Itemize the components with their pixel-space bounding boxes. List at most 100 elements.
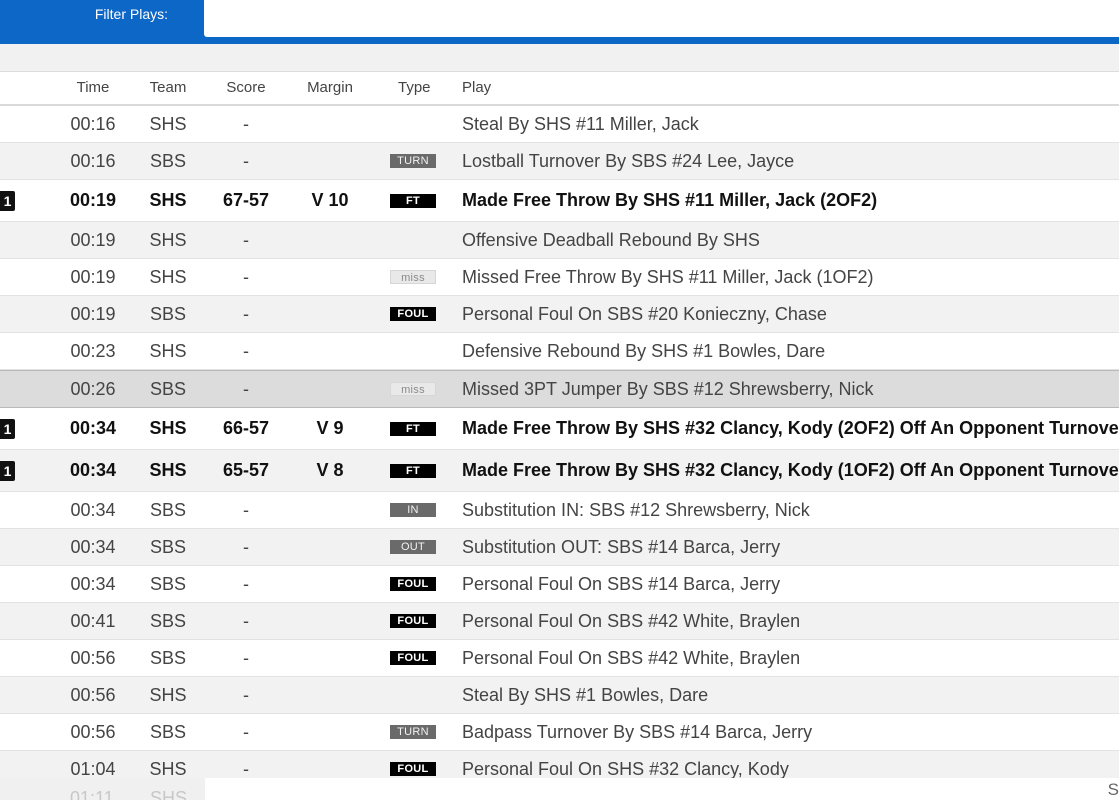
row-play: Defensive Rebound By SHS #1 Bowles, Dare xyxy=(462,341,826,361)
row-score: - xyxy=(243,500,249,520)
row-score: - xyxy=(243,537,249,557)
table-row[interactable]: 00:56 SBS - TURN Badpass Turnover By SBS #14… xyxy=(0,714,1119,751)
table-row[interactable]: 00:34 SBS - FOUL Personal Foul On SBS #14 Ba… xyxy=(0,566,1119,603)
header-margin[interactable]: Margin xyxy=(307,79,353,96)
row-play: Made Free Throw By SHS #32 Clancy, Kody … xyxy=(462,460,1119,480)
row-team: SHS xyxy=(149,341,187,361)
row-score: - xyxy=(243,722,249,742)
row-team: SBS xyxy=(149,304,187,324)
row-time: 00:34 xyxy=(70,537,116,557)
row-time: 00:56 xyxy=(70,722,116,742)
table-row[interactable]: 00:23 SHS - Defensive Rebound By SHS #1 Bow… xyxy=(0,333,1119,370)
table-row[interactable]: 00:34 SBS - OUT Substitution OUT: SBS #14 Ba… xyxy=(0,529,1119,566)
table-row[interactable]: 00:41 SBS - FOUL Personal Foul On SBS #42 Wh… xyxy=(0,603,1119,640)
row-time: 00:56 xyxy=(70,648,116,668)
row-team: SBS xyxy=(149,611,187,631)
row-team: SBS xyxy=(149,537,187,557)
row-play: Substitution OUT: SBS #14 Barca, Jerry xyxy=(462,537,781,557)
type-badge: FT xyxy=(390,421,436,436)
row-play: Offensive Deadball Rebound By SHS xyxy=(462,230,760,250)
type-badge: FOUL xyxy=(390,577,436,591)
row-play: Personal Foul On SBS #14 Barca, Jerry xyxy=(462,574,781,594)
type-badge: miss xyxy=(390,382,436,396)
table-row[interactable]: 00:56 SHS - Steal By SHS #1 Bowles, Dare xyxy=(0,677,1119,714)
row-margin: V 8 xyxy=(316,460,344,480)
row-team: SBS xyxy=(149,648,187,668)
table-row[interactable]: 1 00:34 SHS 65-57 V 8 FT Made Free Throw By SH… xyxy=(0,450,1119,492)
row-score: 67-57 xyxy=(222,190,270,210)
row-team: SHS xyxy=(149,460,187,480)
quarter-badge: 1 xyxy=(0,418,15,439)
header-time[interactable]: Time xyxy=(76,79,110,96)
table-row[interactable]: 00:19 SHS - Offensive Deadball Rebound By S… xyxy=(0,222,1119,259)
row-play: Badpass Turnover By SBS #14 Barca, Jerry xyxy=(462,722,813,742)
row-score: - xyxy=(243,379,249,399)
row-time: 00:34 xyxy=(69,418,117,438)
row-play: Made Free Throw By SHS #32 Clancy, Kody … xyxy=(462,418,1119,438)
header-team[interactable]: Team xyxy=(149,79,187,96)
table-row[interactable]: 1 00:34 SHS 66-57 V 9 FT Made Free Throw By SH… xyxy=(0,408,1119,450)
row-time: 00:19 xyxy=(70,267,116,287)
row-team: SBS xyxy=(149,379,187,399)
table-row[interactable]: 00:26 SBS - miss Missed 3PT Jumper By SBS #1… xyxy=(0,370,1119,408)
row-team: SBS xyxy=(149,722,187,742)
row-score: - xyxy=(243,304,249,324)
row-score: - xyxy=(243,267,249,287)
header-play[interactable]: Play xyxy=(462,79,492,96)
row-score: - xyxy=(243,341,249,361)
row-time: 00:34 xyxy=(70,500,116,520)
row-play: Lostball Turnover By SBS #24 Lee, Jayce xyxy=(462,151,795,171)
play-by-play-table: Time Team Score Margin Type Play 00:16 SH… xyxy=(0,72,1119,788)
table-row[interactable]: 00:34 SBS - IN Substitution IN: SBS #12 Shre… xyxy=(0,492,1119,529)
partial-row: 01:11 SHS xyxy=(0,778,205,800)
row-play: Steal By SHS #1 Bowles, Dare xyxy=(462,685,709,705)
toolbar-band xyxy=(0,44,1119,72)
row-play: Personal Foul On SHS #32 Clancy, Kody xyxy=(462,759,789,779)
quarter-badge: 1 xyxy=(0,460,15,481)
row-time: 00:34 xyxy=(70,574,116,594)
type-badge: IN xyxy=(390,503,436,517)
type-badge: FOUL xyxy=(390,307,436,321)
row-score: 65-57 xyxy=(222,460,270,480)
filter-plays-input[interactable] xyxy=(204,0,1119,37)
row-time: 00:23 xyxy=(70,341,116,361)
row-play: Steal By SHS #11 Miller, Jack xyxy=(462,114,699,134)
row-team: SHS xyxy=(149,267,187,287)
row-score: - xyxy=(243,114,249,134)
row-play: Made Free Throw By SHS #11 Miller, Jack … xyxy=(462,190,878,210)
row-team: SBS xyxy=(149,151,187,171)
row-time: 00:19 xyxy=(70,304,116,324)
table-row[interactable]: 1 00:19 SHS 67-57 V 10 FT Made Free Throw By S… xyxy=(0,180,1119,222)
filter-plays-label: Filter Plays: xyxy=(94,6,168,22)
table-row[interactable]: 00:19 SBS - FOUL Personal Foul On SBS #20 Ko… xyxy=(0,296,1119,333)
row-team: SBS xyxy=(149,574,187,594)
row-time: 00:26 xyxy=(70,379,116,399)
row-margin: V 10 xyxy=(311,190,349,210)
quarter-badge: 1 xyxy=(0,190,15,211)
type-badge: TURN xyxy=(390,725,436,739)
header-type[interactable]: Type xyxy=(398,79,431,96)
row-score: - xyxy=(243,230,249,250)
type-badge: FOUL xyxy=(390,651,436,665)
row-team: SHS xyxy=(149,230,187,250)
row-time: 01:04 xyxy=(70,759,116,779)
type-badge: FOUL xyxy=(390,762,436,776)
table-row[interactable]: 00:19 SHS - miss Missed Free Throw By SHS #1… xyxy=(0,259,1119,296)
row-time: 00:16 xyxy=(70,114,116,134)
table-footer: 01:11 SHS S xyxy=(0,778,1119,800)
row-play: Substitution IN: SBS #12 Shrewsberry, Ni… xyxy=(462,500,810,520)
row-time: 00:41 xyxy=(70,611,116,631)
row-team: SHS xyxy=(149,114,187,134)
table-row[interactable]: 00:16 SHS - Steal By SHS #11 Miller, Jack xyxy=(0,106,1119,143)
row-score: - xyxy=(243,685,249,705)
row-score: - xyxy=(243,759,249,779)
type-badge: TURN xyxy=(390,154,436,168)
partial-row-team: SHS xyxy=(150,788,188,800)
row-score: - xyxy=(243,611,249,631)
header-score[interactable]: Score xyxy=(226,79,266,96)
row-play: Personal Foul On SBS #42 White, Braylen xyxy=(462,611,801,631)
table-row[interactable]: 00:16 SBS - TURN Lostball Turnover By SBS #2… xyxy=(0,143,1119,180)
row-time: 00:56 xyxy=(70,685,116,705)
row-score: 66-57 xyxy=(222,418,270,438)
table-row[interactable]: 00:56 SBS - FOUL Personal Foul On SBS #42 Wh… xyxy=(0,640,1119,677)
